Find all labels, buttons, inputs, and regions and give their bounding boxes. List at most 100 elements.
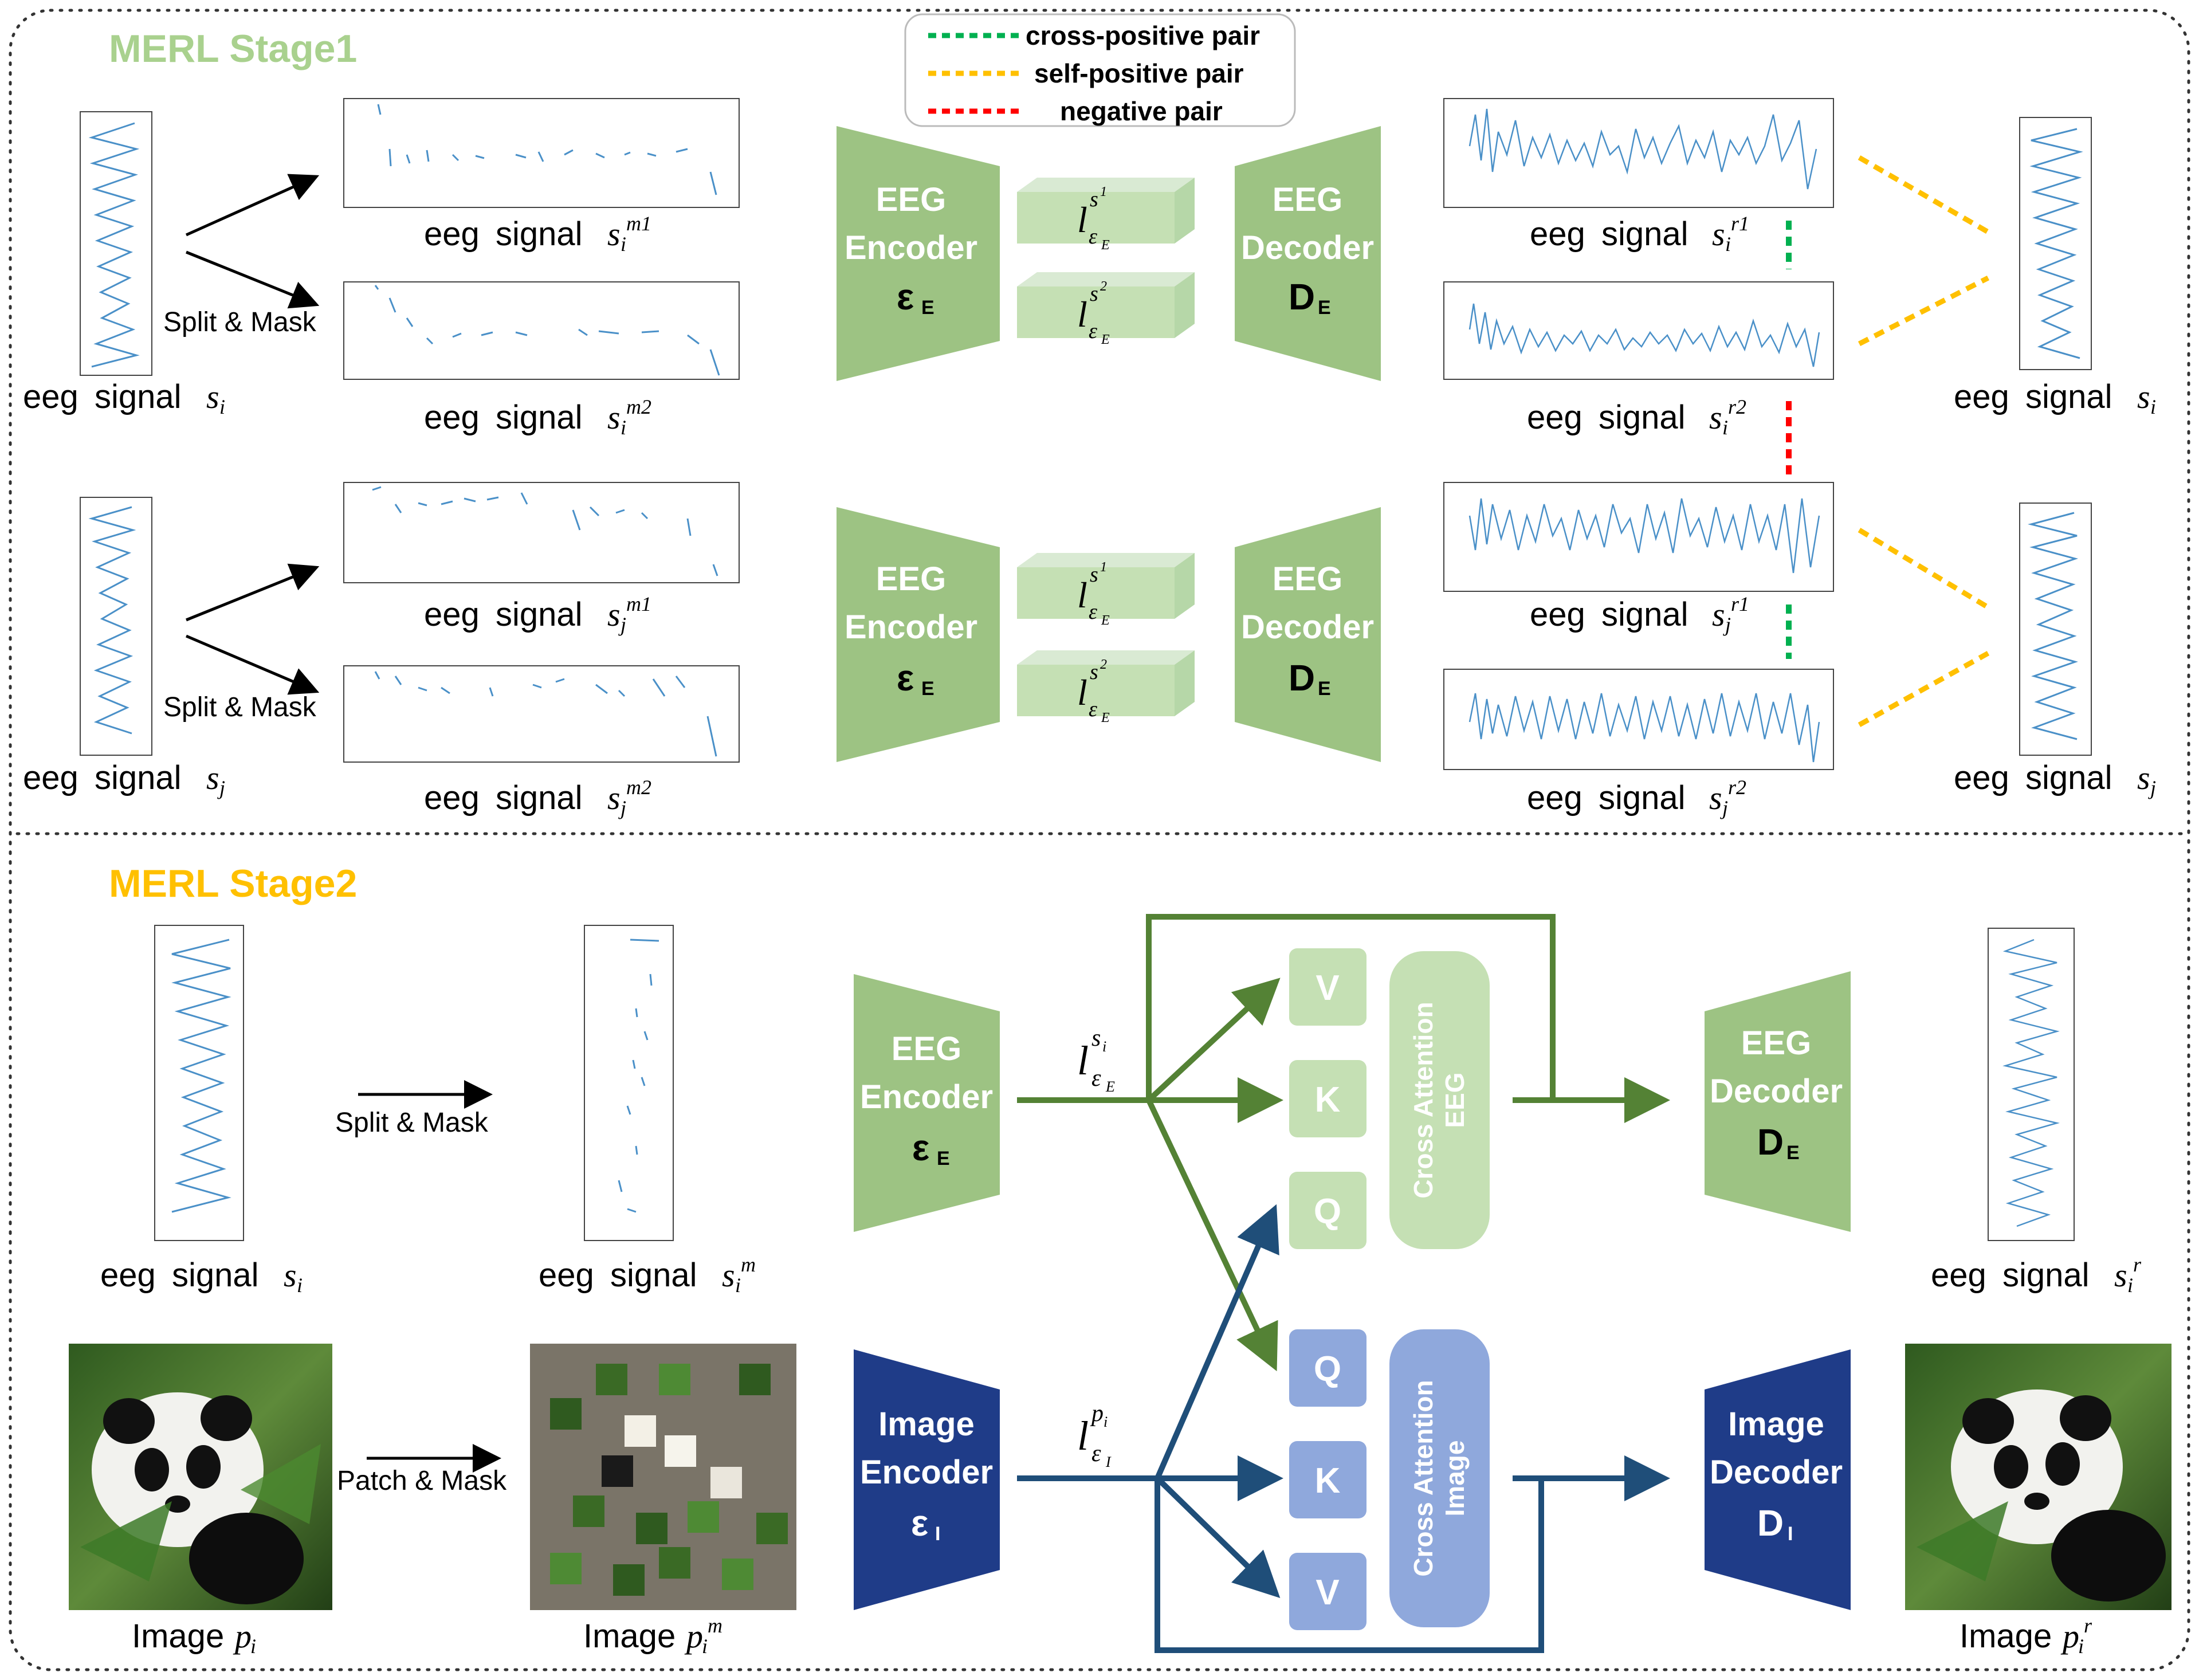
caption-eeg-stage2-rec: eeg: [1931, 1257, 1986, 1294]
legend-neg-label: negative pair: [1060, 96, 1223, 126]
svg-text:m: m: [708, 1614, 722, 1637]
svg-text:p: p: [233, 1618, 252, 1655]
eeg-decoder-label-stage2-2: Decoder: [1710, 1073, 1843, 1110]
legend-self-label: self-positive pair: [1034, 58, 1244, 88]
eeg-encoder-sym-stage2: ε: [912, 1127, 929, 1168]
eeg-decoder-label-j-1: EEG: [1273, 560, 1343, 598]
split-arrow-up-j: [186, 563, 320, 622]
svg-text:E: E: [1318, 297, 1331, 319]
svg-text:l: l: [1077, 672, 1087, 713]
split-arrow-down-j: [186, 634, 320, 695]
plot-sir2: [1443, 281, 1834, 380]
latent-box-si2: l ε E s 2: [1017, 272, 1195, 347]
caption-signal-sjr1: signal: [1601, 596, 1688, 633]
caption-eeg-si-right: eeg: [1954, 378, 2009, 415]
eeg-plot-si-right: [2019, 117, 2092, 370]
caption-signal-sj: signal: [95, 759, 182, 796]
split-mask-stage2: Split & Mask: [335, 1108, 489, 1138]
svg-text:E: E: [1786, 1142, 1800, 1164]
svg-text:p: p: [684, 1618, 703, 1655]
caption-eeg-sir2: eeg: [1527, 399, 1583, 436]
cross-attention-eeg-label-1: Cross Attention: [1408, 1002, 1438, 1198]
svg-text:r1: r1: [1731, 592, 1749, 615]
eeg-waveform: [88, 122, 140, 368]
panda-image-masked: [530, 1344, 796, 1610]
plot-sir1: [1443, 98, 1834, 208]
cross-attention-image-label-2: Image: [1440, 1440, 1470, 1517]
eeg-decoder-sym-j: D: [1289, 657, 1315, 698]
svg-text:1: 1: [1100, 560, 1107, 575]
latent-label-eeg-stage2: l ε E s i: [1077, 1025, 1115, 1095]
eeg-q-box: [1289, 1172, 1366, 1249]
self-pos-line-j1: [1858, 528, 1990, 610]
eeg-decoder-block-j: [1235, 507, 1381, 762]
svg-text:j: j: [618, 613, 626, 636]
image-decoder-label-2: Decoder: [1710, 1454, 1843, 1491]
svg-text:s: s: [284, 1257, 297, 1294]
svg-text:i: i: [1104, 1414, 1108, 1430]
eeg-encoder-block-j: [837, 507, 1000, 762]
plot-sjr1: [1443, 482, 1834, 592]
image-encoder-label-2: Encoder: [860, 1454, 993, 1491]
svg-text:l: l: [1077, 575, 1087, 615]
cross-attention-image-label-1: Cross Attention: [1408, 1380, 1438, 1576]
svg-text:ε: ε: [1089, 600, 1097, 624]
svg-text:p: p: [2060, 1618, 2079, 1655]
caption-signal-stage2-masked: signal: [610, 1257, 697, 1294]
svg-text:m2: m2: [626, 776, 651, 799]
image-decoder-block: [1705, 1349, 1851, 1610]
eeg-plot-stage2-input: [154, 925, 244, 1241]
panda-image-input: [69, 1344, 332, 1610]
svg-text:ε: ε: [1089, 697, 1097, 721]
caption-signal-sjr2: signal: [1599, 779, 1686, 817]
svg-text:m2: m2: [626, 395, 651, 418]
caption-sym-sim1: s: [607, 215, 621, 253]
svg-text:i: i: [297, 1274, 303, 1297]
caption-eeg-sjr1: eeg: [1530, 596, 1585, 633]
svg-text:s: s: [206, 759, 219, 796]
svg-text:j: j: [217, 776, 225, 799]
caption-eeg-sjm1: eeg: [424, 596, 480, 633]
eeg-plot-stage2-reconstructed: [1988, 928, 2075, 1241]
caption-sym-si-a: s: [206, 378, 219, 415]
svg-text:j: j: [1723, 613, 1731, 636]
svg-text:j: j: [1720, 796, 1728, 819]
caption-eeg-stage2-in: eeg: [100, 1257, 156, 1294]
eeg-plot-stage2-masked: [584, 925, 674, 1241]
img-q-box: [1289, 1329, 1366, 1407]
img-v-box: [1289, 1553, 1366, 1630]
svg-text:l: l: [1077, 1038, 1089, 1084]
plot-sjr2: [1443, 669, 1834, 770]
split-mask-i: Split & Mask: [163, 307, 317, 337]
caption-image-pim: Image: [583, 1618, 676, 1655]
svg-text:j: j: [618, 796, 626, 819]
svg-text:s: s: [607, 596, 621, 633]
eeg-plot-sj-vertical: [80, 497, 152, 756]
eeg-k-box: [1289, 1060, 1366, 1137]
svg-text:l: l: [1077, 294, 1087, 335]
cross-attention-eeg-label-2: EEG: [1440, 1072, 1470, 1128]
eeg-encoder-label-i-2: Encoder: [845, 229, 977, 266]
eeg-plot-si-vertical: [80, 111, 152, 376]
svg-text:E: E: [921, 297, 934, 319]
eeg-plot-sj-right: [2019, 503, 2092, 756]
svg-text:i: i: [250, 1635, 256, 1658]
outer-border: [9, 9, 2190, 1671]
svg-text:m1: m1: [626, 212, 651, 235]
svg-text:i: i: [1725, 233, 1731, 256]
eeg-encoder-label-stage2-1: EEG: [892, 1030, 962, 1067]
svg-text:p: p: [1090, 1400, 1104, 1427]
img-k-label: K: [1315, 1461, 1341, 1501]
eeg-decoder-label-j-2: Decoder: [1241, 609, 1374, 646]
caption-signal-sjm2: signal: [496, 779, 583, 817]
svg-text:I: I: [1788, 1523, 1793, 1545]
svg-text:i: i: [2150, 395, 2156, 418]
caption-sub-i-a: i: [219, 395, 225, 418]
svg-text:j: j: [2148, 776, 2156, 799]
svg-text:i: i: [2127, 1274, 2133, 1297]
svg-text:E: E: [1105, 1078, 1115, 1095]
caption-signal-stage2-in: signal: [172, 1257, 259, 1294]
image-encoder-block: [854, 1349, 1000, 1610]
svg-text:s: s: [607, 399, 621, 436]
